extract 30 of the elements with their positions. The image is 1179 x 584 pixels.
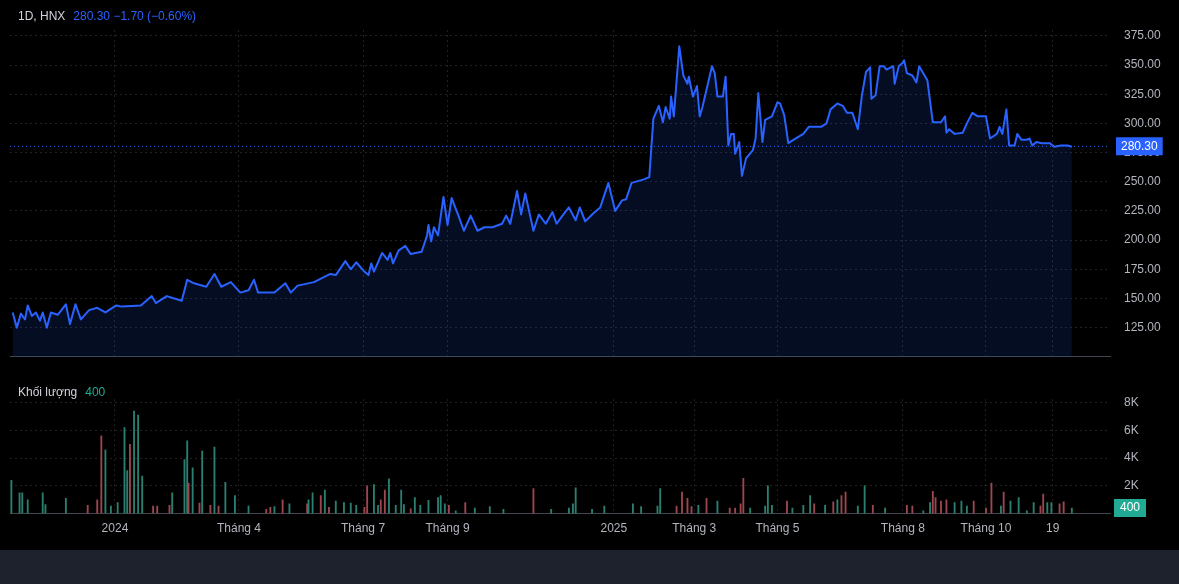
y-tick-label: 325.00 bbox=[1124, 86, 1162, 101]
y-tick-label: 200.00 bbox=[1124, 232, 1162, 247]
x-tick-label: 2025 bbox=[600, 521, 628, 536]
x-tick-label: Tháng 7 bbox=[341, 521, 386, 536]
x-tick-label: Tháng 3 bbox=[672, 521, 717, 536]
y-tick-label: 8K bbox=[1124, 394, 1139, 409]
y-tick-label: 2K bbox=[1124, 478, 1139, 493]
y-tick-label: 250.00 bbox=[1124, 174, 1162, 189]
y-tick-label: 6K bbox=[1124, 422, 1139, 437]
x-tick-label: Tháng 8 bbox=[880, 521, 926, 536]
x-tick-label: Tháng 10 bbox=[960, 521, 1012, 536]
chart-title: 1D, HNX bbox=[18, 9, 66, 24]
y-tick-label: 175.00 bbox=[1124, 261, 1162, 276]
ref-line-label: 280.30 bbox=[1121, 138, 1159, 153]
text: 400 bbox=[1120, 500, 1141, 515]
x-tick-label: Tháng 4 bbox=[216, 521, 262, 536]
x-tick-label: 2024 bbox=[101, 521, 129, 536]
annotation: 400 bbox=[85, 385, 106, 400]
x-tick-label: Tháng 9 bbox=[425, 521, 470, 536]
y-tick-label: 225.00 bbox=[1124, 203, 1162, 218]
x-tick-label: Tháng 5 bbox=[755, 521, 800, 536]
y-tick-label: 350.00 bbox=[1124, 57, 1162, 72]
y-tick-label: 4K bbox=[1124, 450, 1139, 465]
x-tick-label: 19 bbox=[1046, 521, 1060, 536]
chart-title: Khối lượng bbox=[18, 385, 78, 400]
y-tick-label: 300.00 bbox=[1124, 115, 1162, 130]
y-tick-label: 375.00 bbox=[1124, 28, 1162, 43]
chart-subtitle: 280.30 −1.70 (−0.60%) bbox=[73, 9, 197, 24]
y-tick-label: 150.00 bbox=[1124, 290, 1162, 305]
y-tick-label: 125.00 bbox=[1124, 319, 1162, 334]
